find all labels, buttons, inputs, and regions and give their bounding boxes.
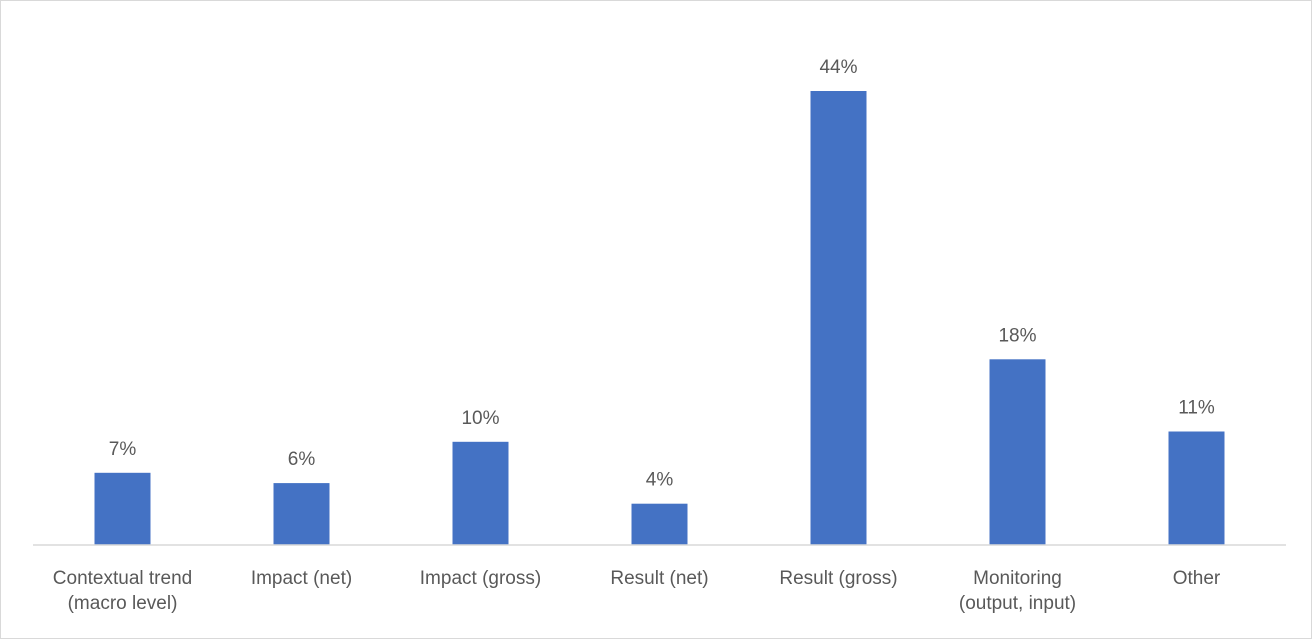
bar-1: [273, 483, 330, 545]
category-label-2-line-0: Impact (gross): [420, 568, 541, 589]
data-label-6: 11%: [1178, 398, 1215, 419]
category-label-3-line-0: Result (net): [610, 568, 708, 589]
data-labels-group: 7% 6% 10% 4% 44% 18% 11%: [109, 57, 1215, 491]
category-label-0: Contextual trend (macro level): [53, 568, 192, 614]
category-label-0-line-1: (macro level): [68, 593, 178, 614]
category-label-4: Result (gross): [779, 568, 897, 589]
bar-4: [810, 91, 867, 545]
category-label-5-line-0: Monitoring: [973, 568, 1062, 589]
category-label-0-line-0: Contextual trend: [53, 568, 192, 589]
category-label-5: Monitoring (output, input): [959, 568, 1076, 614]
data-label-4: 44%: [819, 57, 857, 78]
category-label-1: Impact (net): [251, 568, 352, 589]
bar-0: [94, 472, 151, 545]
category-labels-group: Contextual trend (macro level) Impact (net…: [53, 568, 1221, 614]
category-label-3: Result (net): [610, 568, 708, 589]
category-label-6-line-0: Other: [1173, 568, 1221, 589]
bars-group: [94, 91, 1225, 545]
category-label-2: Impact (gross): [420, 568, 541, 589]
data-label-3: 4%: [646, 470, 674, 491]
bar-6: [1168, 431, 1225, 545]
category-label-5-line-1: (output, input): [959, 593, 1076, 614]
category-label-6: Other: [1173, 568, 1221, 589]
data-label-5: 18%: [998, 325, 1036, 346]
bar-2: [452, 441, 509, 545]
category-label-1-line-0: Impact (net): [251, 568, 352, 589]
bar-5: [989, 359, 1046, 545]
category-label-4-line-0: Result (gross): [779, 568, 897, 589]
data-label-1: 6%: [288, 449, 316, 470]
bar-3: [631, 503, 688, 545]
data-label-0: 7%: [109, 439, 137, 460]
data-label-2: 10%: [461, 408, 499, 429]
